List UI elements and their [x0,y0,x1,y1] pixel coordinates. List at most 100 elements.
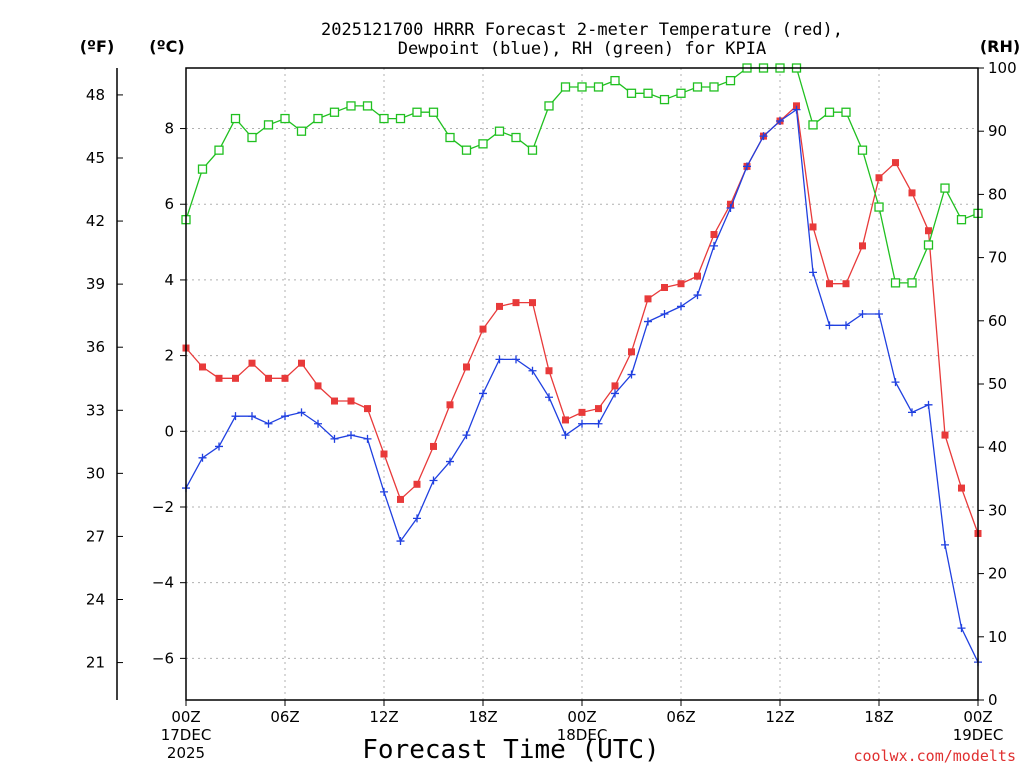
x-tick-label: 12Z [765,708,794,726]
series-layer [181,63,983,667]
rh-point [478,139,488,149]
rh-point [544,101,554,111]
dewpoint-point [726,204,735,213]
rh-point [461,145,472,155]
temperature-point [331,397,338,405]
temperature-point [941,431,949,439]
rh-point [709,82,719,92]
rh-point [890,278,901,288]
fahrenheit-axis-unit: (ºF) [80,37,115,56]
temperature-point [826,280,833,288]
temperature-point [199,363,206,371]
temperature-point [595,405,602,413]
temperature-point [446,401,454,409]
temperature-point [562,416,569,424]
celsius-tick-label: 0 [164,422,174,440]
x-tick-label: 06Z [666,708,695,726]
temperature-point [677,280,685,288]
rh-point [956,215,967,225]
temperature-point [463,363,470,371]
celsius-tick-label: 8 [164,120,174,138]
dewpoint-point [743,162,751,171]
temperature-point [628,348,635,356]
rh-tick-label: 20 [988,565,1007,583]
rh-point [296,126,307,136]
dewpoint-point [941,540,949,549]
rh-point [857,145,868,155]
fahrenheit-tick-label: 39 [86,275,105,293]
rh-point [346,101,356,111]
temperature-point [413,480,421,488]
temperature-point [859,242,866,250]
rh-point [527,145,538,155]
rh-point [379,113,389,124]
fahrenheit-tick-label: 33 [86,401,105,419]
dewpoint-point [677,302,685,311]
x-tick-label: 00Z [171,708,200,726]
rh-point [214,145,224,155]
rh-point [824,107,835,117]
temperature-point [479,325,487,333]
dewpoint-point [528,366,537,375]
dewpoint-point [875,309,883,318]
temperature-point [842,280,850,288]
x-tick-label: 18Z [864,708,893,726]
rh-point [445,132,455,143]
rh-point [560,82,571,92]
dewpoint-point [660,309,669,318]
temperature-point [248,359,256,367]
rh-point [494,126,505,136]
temperature-point [958,484,965,492]
dewpoint-point [908,408,916,417]
dewpoint-point [380,487,388,496]
dewpoint-point [957,624,966,633]
rh-point [659,94,670,105]
temperature-point [892,159,899,167]
dewpoint-point [809,268,817,277]
fahrenheit-tick-label: 48 [86,86,105,104]
rh-point [395,113,406,124]
chart-title-line-2: Dewpoint (blue), RH (green) for KPIA [398,39,766,59]
temperature-point [529,299,536,307]
dewpoint-point [215,442,223,451]
celsius-tick-label: 4 [164,271,174,289]
temperature-point [298,359,305,367]
dewpoint-point [924,400,933,409]
x-tick-label: 18DEC [557,726,608,744]
rh-tick-label: 90 [988,122,1007,140]
rh-point [263,120,274,130]
fahrenheit-tick-label: 36 [86,338,105,356]
dewpoint-point [512,355,520,364]
temperature-point [545,367,553,375]
temperature-point [265,374,272,382]
rh-point [329,107,340,117]
dewpoint-point [611,389,619,398]
dewpoint-point [330,434,339,443]
temperature-point [347,397,355,405]
rh-point [412,107,422,117]
dewpoint-point [842,321,850,330]
x-tick-label: 00Z [567,708,596,726]
temperature-point [215,374,223,382]
rh-point [313,113,323,124]
x-tick-label: 06Z [270,708,299,726]
dewpoint-point [627,370,636,379]
dewpoint-point [644,317,652,326]
rh-tick-label: 60 [988,312,1007,330]
dewpoint-point [314,419,322,428]
temperature-point [710,231,718,239]
rh-point [280,113,290,124]
rh-axis-unit: (RH) [980,37,1020,56]
rh-point [197,164,208,174]
temperature-point [925,227,932,235]
celsius-tick-label: −2 [152,498,174,516]
rh-point [676,88,686,98]
dewpoint-point [594,419,603,428]
fahrenheit-tick-label: 24 [86,591,105,609]
dewpoint-point [710,241,718,250]
dewpoint-point [561,431,570,440]
x-tick-label: 17DEC [161,726,212,744]
celsius-tick-label: 2 [164,347,174,365]
dewpoint-point [363,434,372,443]
